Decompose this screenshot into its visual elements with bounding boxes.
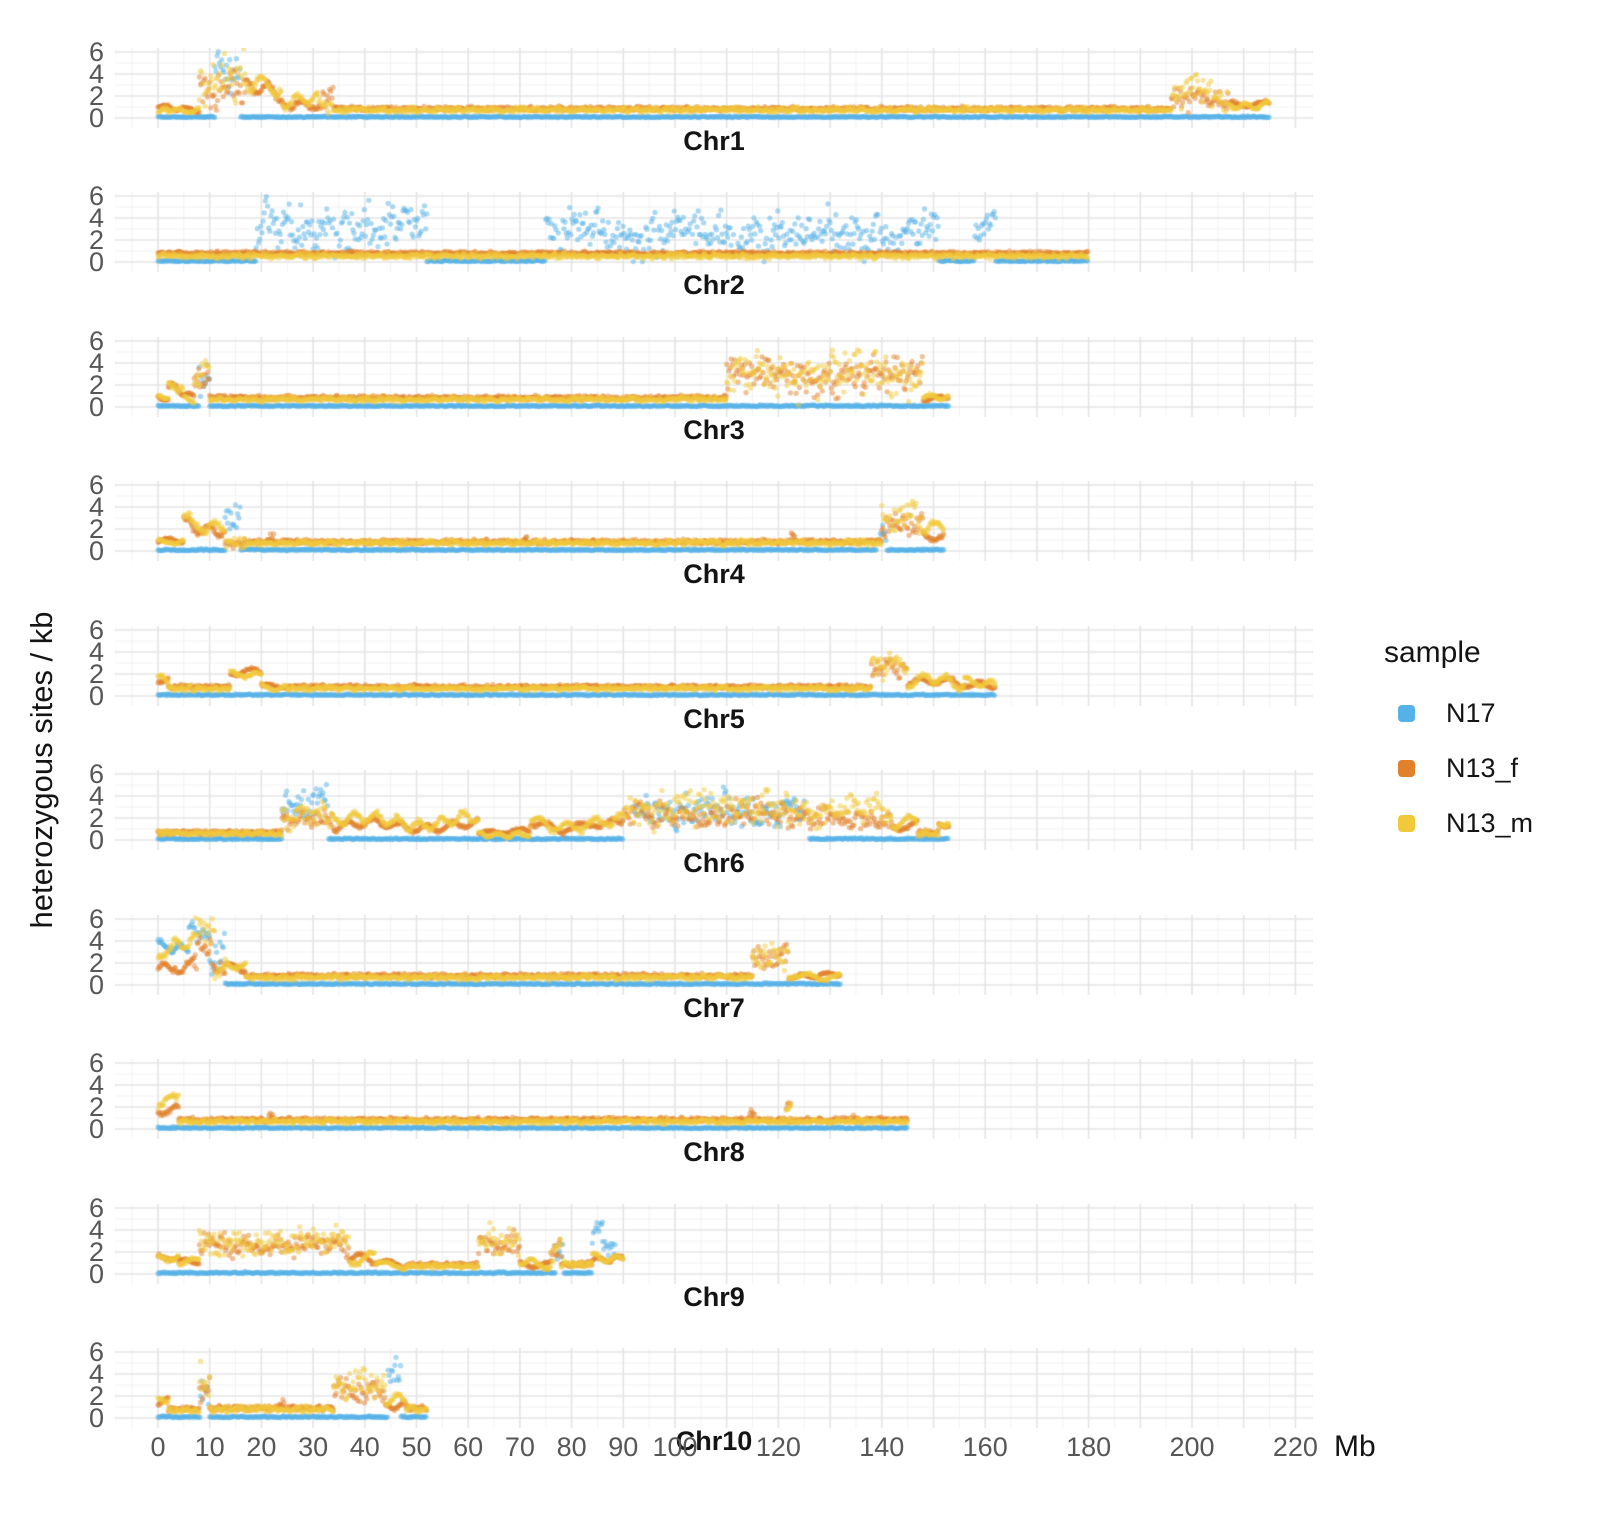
y-tick-label: 0 bbox=[88, 1259, 104, 1289]
y-tick-label: 4 bbox=[88, 492, 104, 522]
y-tick-label: 0 bbox=[88, 825, 104, 855]
x-tick-label: 70 bbox=[504, 1432, 535, 1462]
y-tick-label: 4 bbox=[88, 781, 104, 811]
y-tick-label: 6 bbox=[88, 759, 104, 789]
panel-plot-chr5 bbox=[115, 626, 1313, 706]
y-tick-label: 0 bbox=[88, 392, 104, 422]
legend-item-label: N13_f bbox=[1446, 752, 1519, 783]
facet-label-chr4: Chr4 bbox=[683, 559, 745, 589]
y-tick-label: 2 bbox=[88, 1237, 104, 1267]
y-tick-label: 0 bbox=[88, 1403, 104, 1433]
x-tick-label: 220 bbox=[1272, 1432, 1318, 1462]
facet-label-chr7: Chr7 bbox=[683, 993, 745, 1023]
y-tick-label: 6 bbox=[88, 1193, 104, 1223]
x-tick-label: 90 bbox=[608, 1432, 639, 1462]
facet-label-chr1: Chr1 bbox=[683, 126, 745, 156]
facet-label-chr5: Chr5 bbox=[683, 704, 745, 734]
legend-title: sample bbox=[1384, 636, 1481, 669]
x-tick-label: 200 bbox=[1169, 1432, 1215, 1462]
y-tick-label: 2 bbox=[88, 225, 104, 255]
y-tick-label: 2 bbox=[88, 659, 104, 689]
y-tick-label: 4 bbox=[88, 926, 104, 956]
x-tick-label: 40 bbox=[349, 1432, 380, 1462]
legend: sample N17 N13_f N13_m bbox=[1384, 636, 1533, 869]
y-tick-label: 2 bbox=[88, 1381, 104, 1411]
facet-label-chr6: Chr6 bbox=[683, 848, 745, 878]
y-tick-label: 2 bbox=[88, 1092, 104, 1122]
x-tick-label: 10 bbox=[194, 1432, 225, 1462]
y-tick-label: 2 bbox=[88, 948, 104, 978]
y-tick-label: 0 bbox=[88, 1114, 104, 1144]
y-tick-label: 0 bbox=[88, 103, 104, 133]
x-tick-label: 140 bbox=[859, 1432, 905, 1462]
panel-plot-chr1 bbox=[115, 48, 1313, 128]
y-tick-label: 2 bbox=[88, 803, 104, 833]
legend-item-n17: N17 bbox=[1398, 698, 1533, 728]
facet-label-chr10: Chr10 bbox=[675, 1426, 753, 1456]
y-tick-label: 2 bbox=[88, 370, 104, 400]
x-tick-label: 160 bbox=[962, 1432, 1008, 1462]
x-tick-label: 30 bbox=[298, 1432, 329, 1462]
y-tick-label: 4 bbox=[88, 1215, 104, 1245]
y-tick-label: 0 bbox=[88, 536, 104, 566]
y-tick-label: 6 bbox=[88, 326, 104, 356]
y-tick-label: 4 bbox=[88, 1070, 104, 1100]
panel-plot-chr7 bbox=[115, 915, 1313, 995]
y-tick-label: 0 bbox=[88, 681, 104, 711]
legend-item-label: N13_m bbox=[1446, 807, 1534, 838]
x-tick-label: 50 bbox=[401, 1432, 432, 1462]
legend-item-label: N17 bbox=[1446, 697, 1496, 728]
x-axis-title: Mb bbox=[1334, 1430, 1376, 1463]
y-tick-label: 6 bbox=[88, 1048, 104, 1078]
x-tick-label: 120 bbox=[755, 1432, 801, 1462]
y-tick-label: 4 bbox=[88, 59, 104, 89]
legend-key-swatch-icon bbox=[1398, 814, 1415, 832]
panel-plot-chr10 bbox=[115, 1348, 1313, 1428]
legend-item-n13-f: N13_f bbox=[1398, 753, 1533, 783]
legend-item-n13-m: N13_m bbox=[1398, 808, 1533, 838]
x-tick-label: 80 bbox=[556, 1432, 587, 1462]
x-tick-label: 180 bbox=[1066, 1432, 1112, 1462]
facet-label-chr8: Chr8 bbox=[683, 1137, 745, 1167]
x-tick-label: 0 bbox=[150, 1432, 166, 1462]
panel-plot-chr4 bbox=[115, 481, 1313, 561]
facet-label-chr2: Chr2 bbox=[683, 270, 745, 300]
panel-plot-chr3 bbox=[115, 337, 1313, 417]
x-tick-label: 100 bbox=[652, 1432, 698, 1462]
x-tick-label: 20 bbox=[246, 1432, 277, 1462]
y-tick-label: 6 bbox=[88, 615, 104, 645]
panel-plot-chr9 bbox=[115, 1204, 1313, 1284]
y-tick-label: 6 bbox=[88, 37, 104, 67]
panel-plot-chr6 bbox=[115, 770, 1313, 850]
y-tick-label: 0 bbox=[88, 970, 104, 1000]
y-tick-label: 0 bbox=[88, 247, 104, 277]
facet-label-chr9: Chr9 bbox=[683, 1282, 745, 1312]
y-tick-label: 4 bbox=[88, 203, 104, 233]
legend-key-swatch-icon bbox=[1398, 759, 1415, 777]
y-tick-label: 4 bbox=[88, 348, 104, 378]
y-tick-label: 4 bbox=[88, 1359, 104, 1389]
y-tick-label: 6 bbox=[88, 1337, 104, 1367]
y-tick-label: 2 bbox=[88, 514, 104, 544]
y-tick-label: 6 bbox=[88, 181, 104, 211]
legend-key-swatch-icon bbox=[1398, 704, 1415, 722]
panel-plot-chr8 bbox=[115, 1059, 1313, 1139]
y-tick-label: 4 bbox=[88, 637, 104, 667]
x-tick-label: 60 bbox=[453, 1432, 484, 1462]
facet-label-chr3: Chr3 bbox=[683, 415, 745, 445]
y-tick-label: 6 bbox=[88, 470, 104, 500]
y-tick-label: 2 bbox=[88, 81, 104, 111]
y-tick-label: 6 bbox=[88, 904, 104, 934]
panel-plot-chr2 bbox=[115, 192, 1313, 272]
